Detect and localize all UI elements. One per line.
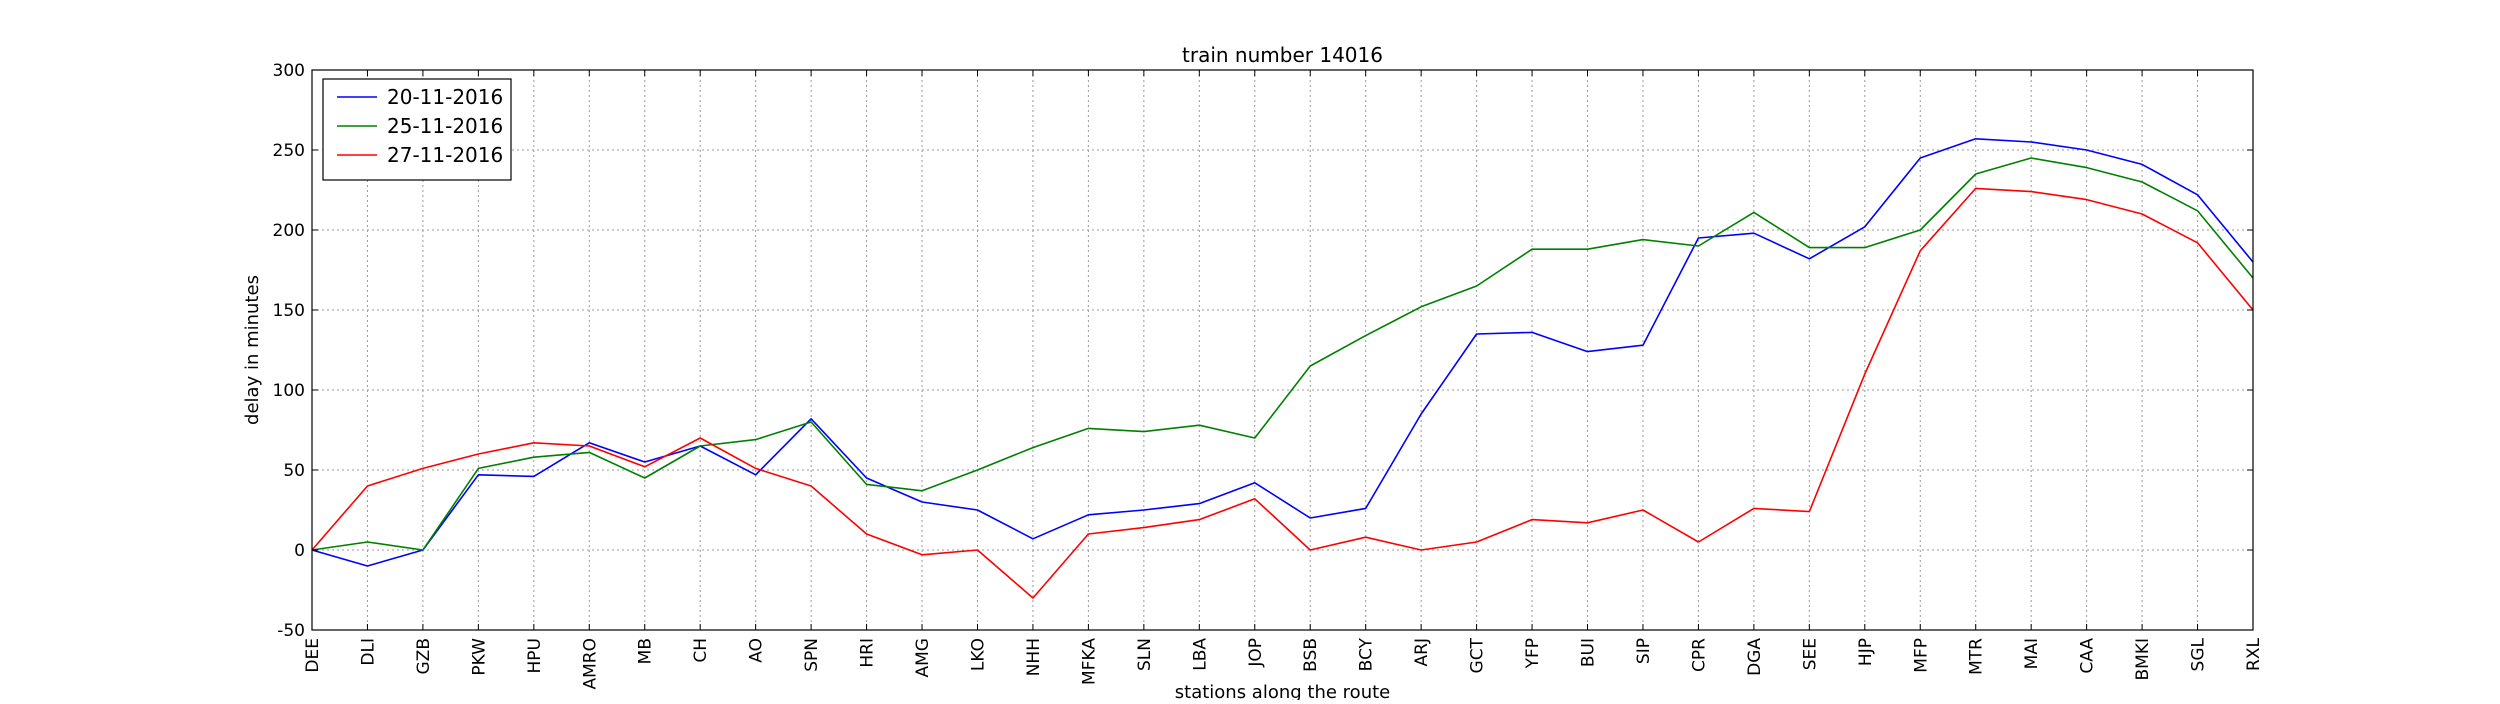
y-tick-label: 150 <box>273 301 305 321</box>
legend-label-2: 25-11-2016 <box>387 114 503 138</box>
x-tick-label: GZB <box>414 638 434 674</box>
x-tick-label: BUI <box>1579 638 1599 667</box>
x-tick-label: DEE <box>303 638 323 673</box>
x-tick-label: BSB <box>1301 638 1321 672</box>
y-tick-label: 300 <box>273 61 305 81</box>
series-layer <box>311 138 2254 599</box>
x-tick-label: HRI <box>858 638 878 668</box>
x-tick-label: MB <box>636 638 656 664</box>
legend-label-3: 27-11-2016 <box>387 143 503 167</box>
chart-title: train number 14016 <box>1182 43 1383 67</box>
x-tick-label: ARJ <box>1412 638 1432 666</box>
tick-layer: DEE DLI GZB PKW HPU AMRO MB CH AO SPN HRI AMG LKO NHH… <box>273 61 2264 690</box>
x-tick-label: HPU <box>525 638 545 673</box>
x-tick-label: MFP <box>1911 638 1931 673</box>
x-tick-label: MTR <box>1967 638 1987 675</box>
x-tick-label: MFKA <box>1079 638 1099 685</box>
x-tick-label: CAA <box>2078 638 2098 674</box>
x-tick-label: CH <box>691 638 711 663</box>
y-tick-label: 250 <box>273 141 305 161</box>
y-tick-label: -50 <box>277 621 305 641</box>
x-tick-label: SGL <box>2189 637 2209 671</box>
x-tick-label: HJP <box>1856 638 1876 666</box>
y-axis-label: delay in minutes <box>242 275 263 425</box>
x-tick-label: AMG <box>913 638 933 677</box>
x-tick-label: PKW <box>469 638 489 676</box>
x-tick-label: SPN <box>802 638 822 672</box>
y-tick-label: 200 <box>273 221 305 241</box>
x-tick-label: LKO <box>968 638 988 671</box>
x-axis-label: stations along the route <box>1175 682 1390 700</box>
x-tick-label: LBA <box>1190 638 1210 671</box>
x-tick-label: MAI <box>2022 638 2042 669</box>
grid-layer <box>312 70 2253 630</box>
x-tick-label: GCT <box>1468 637 1488 673</box>
series-line-2 <box>311 157 2254 551</box>
y-tick-label: 50 <box>283 461 305 481</box>
x-tick-label: RXL <box>2244 637 2264 670</box>
plot-area-frame <box>311 69 2254 631</box>
x-tick-label: SLN <box>1135 638 1155 671</box>
x-tick-label: JOP <box>1246 638 1266 668</box>
x-tick-label: YFP <box>1523 638 1543 669</box>
x-tick-label: SEE <box>1800 638 1820 670</box>
legend-label-1: 20-11-2016 <box>387 85 503 109</box>
x-tick-label: CPR <box>1689 638 1709 672</box>
series-line-1 <box>311 138 2254 567</box>
x-tick-label: SIP <box>1634 638 1654 664</box>
legend: 20-11-2016 25-11-2016 27-11-2016 <box>322 78 512 181</box>
x-tick-label: BCY <box>1357 637 1377 671</box>
x-tick-label: AMRO <box>580 638 600 690</box>
legend-box <box>322 78 512 181</box>
x-tick-label: NHH <box>1024 638 1044 676</box>
series-line-3 <box>311 187 2254 599</box>
x-tick-label: DGA <box>1745 638 1765 676</box>
x-tick-label: BMKI <box>2133 638 2153 681</box>
x-tick-label: AO <box>747 638 767 663</box>
y-tick-label: 100 <box>273 381 305 401</box>
x-tick-label: DLI <box>358 638 378 666</box>
y-tick-label: 0 <box>294 541 305 561</box>
